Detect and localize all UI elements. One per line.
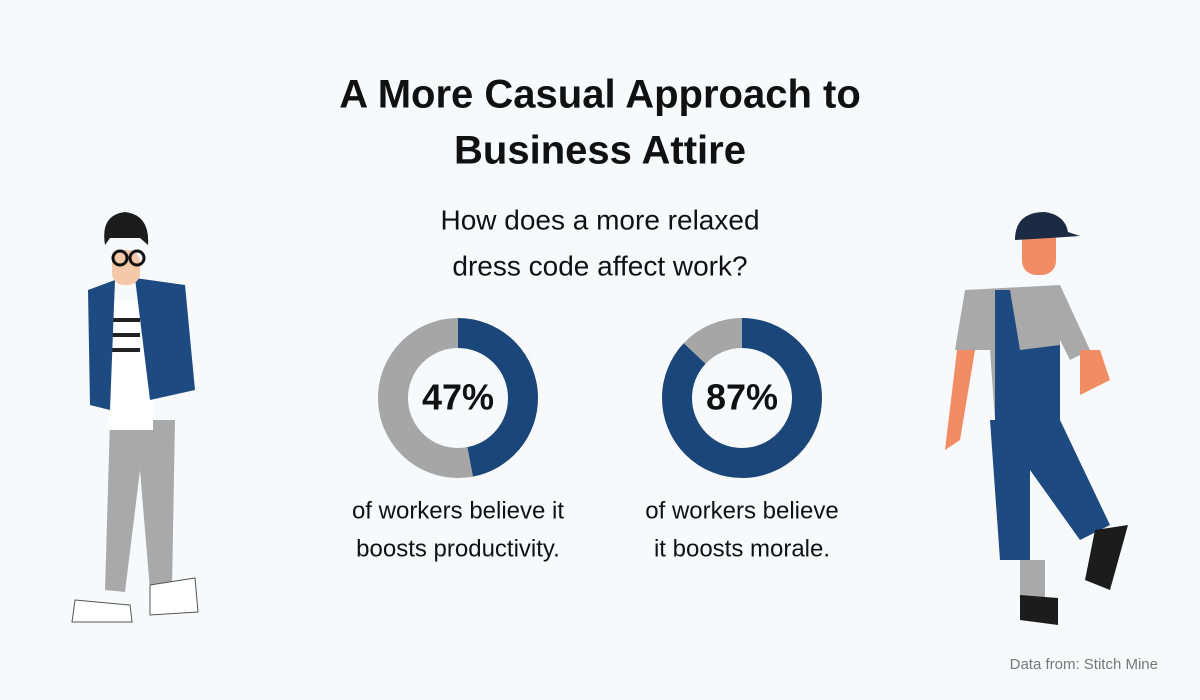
caption-line: of workers believe it	[352, 497, 564, 524]
subtitle-line: dress code affect work?	[452, 250, 747, 281]
left-figure	[71, 212, 199, 623]
source: Data from: Stitch Mine	[1010, 656, 1158, 673]
value-label: 47%	[422, 377, 494, 418]
donut-slice	[378, 318, 538, 478]
title-line: A More Casual Approach to	[339, 73, 861, 117]
title-line: Business Attire	[454, 129, 746, 173]
donut-slice	[662, 318, 822, 478]
caption-line: it boosts morale.	[654, 535, 830, 562]
caption-line: boosts productivity.	[356, 535, 560, 562]
subtitle-line: How does a more relaxed	[440, 204, 759, 235]
right-figure	[945, 212, 1128, 625]
value-label: 87%	[706, 377, 778, 418]
caption-line: of workers believe	[645, 497, 838, 524]
